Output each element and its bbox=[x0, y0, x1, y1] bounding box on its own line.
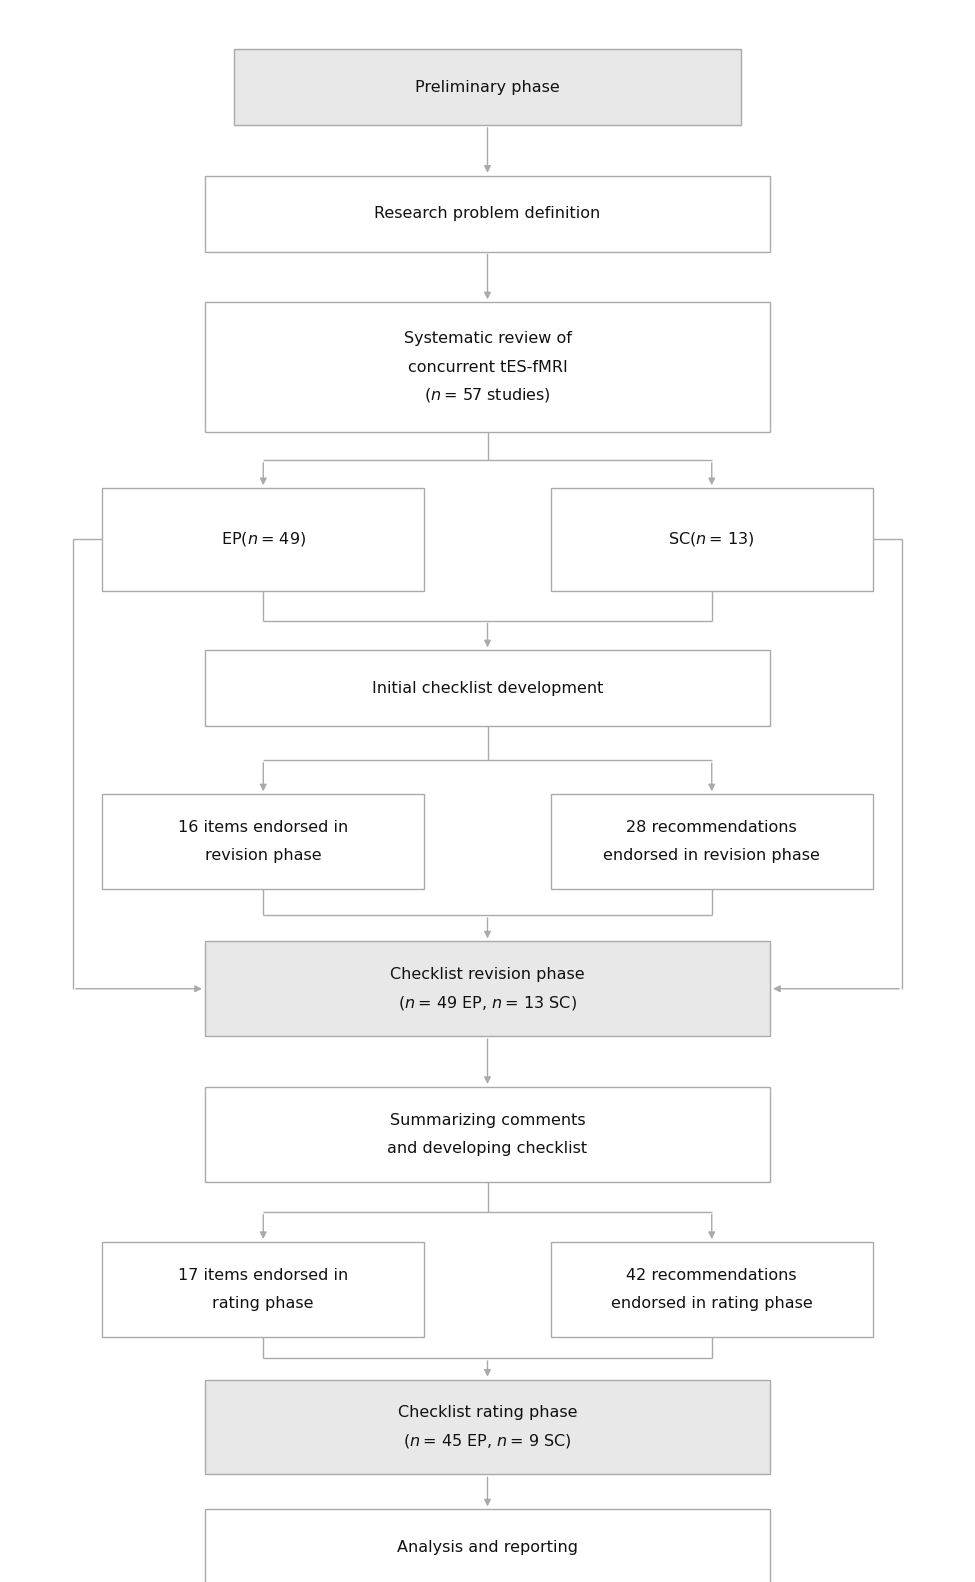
FancyBboxPatch shape bbox=[205, 650, 770, 726]
FancyBboxPatch shape bbox=[234, 49, 741, 125]
FancyBboxPatch shape bbox=[551, 1242, 873, 1337]
Text: Systematic review of: Systematic review of bbox=[404, 331, 571, 346]
Text: Research problem definition: Research problem definition bbox=[374, 206, 601, 221]
Text: EP($\mathit{n}$ = 49): EP($\mathit{n}$ = 49) bbox=[220, 530, 306, 549]
FancyBboxPatch shape bbox=[551, 487, 873, 590]
Text: ($\mathit{n}$ = 57 studies): ($\mathit{n}$ = 57 studies) bbox=[424, 386, 551, 405]
Text: Preliminary phase: Preliminary phase bbox=[415, 79, 560, 95]
FancyBboxPatch shape bbox=[102, 794, 424, 889]
FancyBboxPatch shape bbox=[551, 794, 873, 889]
Text: 42 recommendations: 42 recommendations bbox=[626, 1267, 798, 1283]
Text: Analysis and reporting: Analysis and reporting bbox=[397, 1539, 578, 1555]
FancyBboxPatch shape bbox=[205, 176, 770, 252]
FancyBboxPatch shape bbox=[205, 941, 770, 1036]
Text: revision phase: revision phase bbox=[205, 848, 322, 864]
Text: concurrent tES-fMRI: concurrent tES-fMRI bbox=[408, 359, 567, 375]
Text: rating phase: rating phase bbox=[213, 1296, 314, 1311]
Text: Summarizing comments: Summarizing comments bbox=[390, 1112, 585, 1128]
Text: endorsed in revision phase: endorsed in revision phase bbox=[604, 848, 820, 864]
Text: Checklist rating phase: Checklist rating phase bbox=[398, 1405, 577, 1421]
FancyBboxPatch shape bbox=[205, 1087, 770, 1182]
Text: endorsed in rating phase: endorsed in rating phase bbox=[611, 1296, 812, 1311]
FancyBboxPatch shape bbox=[102, 487, 424, 590]
Text: ($\mathit{n}$ = 49 EP, $\mathit{n}$ = 13 SC): ($\mathit{n}$ = 49 EP, $\mathit{n}$ = 13… bbox=[398, 993, 577, 1012]
Text: 28 recommendations: 28 recommendations bbox=[626, 819, 798, 835]
Text: and developing checklist: and developing checklist bbox=[387, 1141, 588, 1156]
Text: 17 items endorsed in: 17 items endorsed in bbox=[178, 1267, 348, 1283]
Text: Checklist revision phase: Checklist revision phase bbox=[390, 967, 585, 982]
FancyBboxPatch shape bbox=[205, 302, 770, 432]
Text: SC($\mathit{n}$ = 13): SC($\mathit{n}$ = 13) bbox=[669, 530, 755, 549]
FancyBboxPatch shape bbox=[205, 1380, 770, 1474]
Text: Initial checklist development: Initial checklist development bbox=[371, 680, 604, 696]
FancyBboxPatch shape bbox=[205, 1509, 770, 1582]
Text: 16 items endorsed in: 16 items endorsed in bbox=[178, 819, 348, 835]
Text: ($\mathit{n}$ = 45 EP, $\mathit{n}$ = 9 SC): ($\mathit{n}$ = 45 EP, $\mathit{n}$ = 9 … bbox=[403, 1432, 572, 1451]
FancyBboxPatch shape bbox=[102, 1242, 424, 1337]
